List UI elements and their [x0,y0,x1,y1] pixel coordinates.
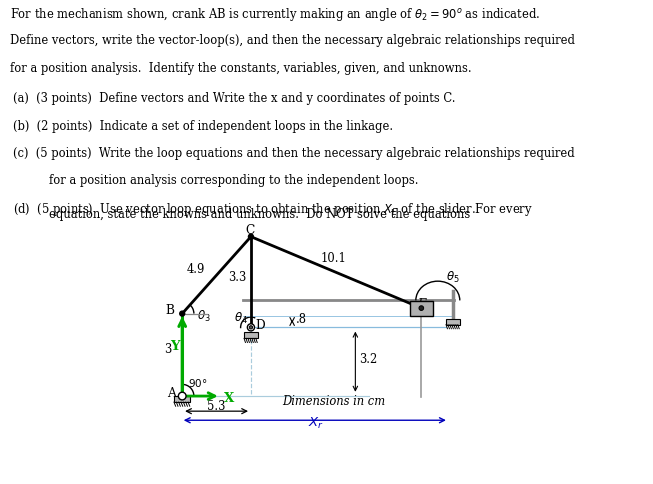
Text: X: X [224,391,234,404]
Circle shape [248,235,253,240]
Text: Dimensions in cm: Dimensions in cm [282,394,385,408]
Text: (d)  (5 points)  Use vector loop equations to obtain the position $X_E$ of the s: (d) (5 points) Use vector loop equations… [13,201,533,218]
Text: (b)  (2 points)  Indicate a set of independent loops in the linkage.: (b) (2 points) Indicate a set of indepen… [13,120,393,132]
Text: $90°$: $90°$ [188,376,208,388]
Text: equation, state the knowns and unknowns.  Do NOT solve the equations: equation, state the knowns and unknowns.… [49,207,470,220]
Text: .8: .8 [295,312,306,325]
Text: C: C [246,223,255,236]
Circle shape [178,393,186,400]
Text: Y: Y [170,340,180,353]
Text: A: A [167,386,176,399]
Text: $X_r$: $X_r$ [308,415,323,430]
Bar [174,396,191,402]
Bar [446,319,460,325]
Text: 3.2: 3.2 [358,352,377,365]
Text: E: E [417,297,426,310]
Circle shape [247,324,255,331]
Text: Define vectors, write the vector-loop(s), and then the necessary algebraic relat: Define vectors, write the vector-loop(s)… [10,34,575,47]
Text: $\theta_5$: $\theta_5$ [446,269,460,284]
Text: (a)  (3 points)  Define vectors and Write the x and y coordinates of points C.: (a) (3 points) Define vectors and Write … [13,92,456,105]
Bar [244,333,258,339]
Text: for a position analysis.  Identify the constants, variables, given, and unknowns: for a position analysis. Identify the co… [10,62,471,75]
Text: 10.1: 10.1 [321,251,346,264]
Text: 3: 3 [165,342,172,355]
Text: B: B [165,303,174,316]
Text: $\theta_3$: $\theta_3$ [197,308,210,323]
Text: D: D [255,319,265,332]
Text: for a position analysis corresponding to the independent loops.: for a position analysis corresponding to… [48,174,418,186]
Text: (c)  (5 points)  Write the loop equations and then the necessary algebraic relat: (c) (5 points) Write the loop equations … [13,147,575,159]
Text: 5.3: 5.3 [208,399,226,412]
Text: For the mechanism shown, crank AB is currently making an angle of $\theta_2 = 90: For the mechanism shown, crank AB is cur… [10,6,540,23]
Circle shape [249,326,253,329]
Text: 3.3: 3.3 [229,271,247,284]
Circle shape [419,306,424,311]
Bar [409,301,433,316]
Circle shape [180,312,185,317]
Text: $\theta_4$: $\theta_4$ [234,310,248,325]
Text: 4.9: 4.9 [187,262,205,275]
